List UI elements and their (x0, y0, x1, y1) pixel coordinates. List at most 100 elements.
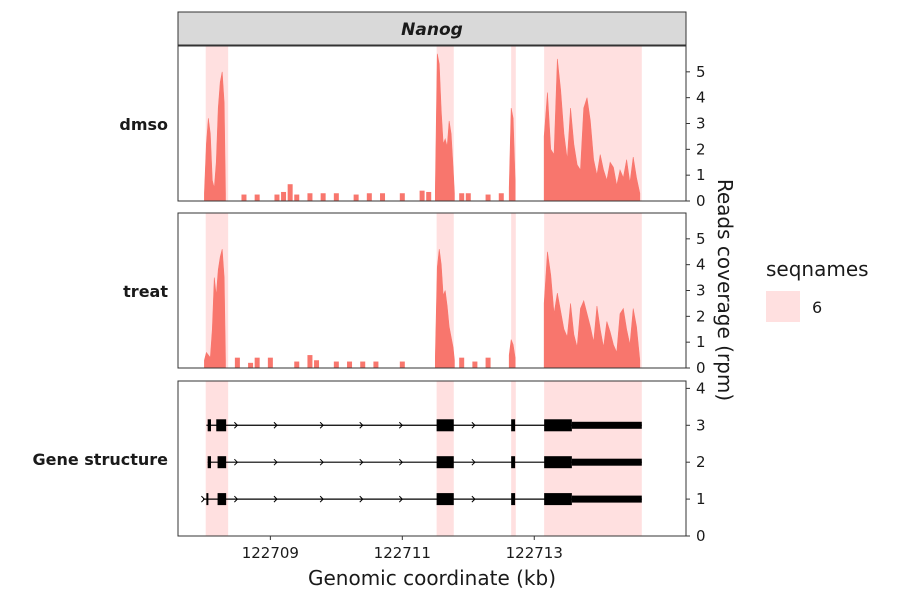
coverage-blip (307, 193, 313, 201)
y-tick-label: 1 (696, 490, 706, 508)
panel-border (177, 380, 687, 537)
coverage-blip (294, 194, 300, 201)
y-tick-label: 4 (696, 379, 706, 397)
strand-arrow (273, 495, 278, 503)
exon (217, 456, 227, 469)
coverage-blip (307, 355, 313, 368)
coverage-blip (314, 360, 320, 368)
exon (544, 493, 572, 506)
transcript (201, 493, 642, 506)
coverage-blip (347, 361, 353, 368)
utr (571, 495, 642, 503)
strand-arrow (319, 458, 324, 466)
legend-label: 6 (812, 298, 822, 317)
utr (571, 421, 642, 429)
exon (206, 493, 209, 506)
coverage-blip (399, 361, 405, 368)
transcript (206, 419, 642, 432)
coverage-blip (248, 362, 254, 368)
coverage-blip (373, 361, 379, 368)
y-tick-label: 4 (696, 89, 706, 107)
coverage-blip (366, 193, 372, 201)
y-tick-label: 0 (696, 527, 706, 545)
coverage-blip (241, 194, 247, 201)
y-tick-label: 3 (696, 282, 706, 300)
y-tick-label: 3 (696, 115, 706, 133)
exon (216, 419, 227, 432)
legend-key (766, 291, 800, 322)
coverage-blip (498, 193, 504, 201)
strand-arrow (359, 495, 364, 503)
strand-arrow (234, 421, 239, 429)
strand-arrow (319, 421, 324, 429)
coverage-peak (204, 249, 226, 369)
y-tick-label: 1 (696, 166, 706, 184)
exon (217, 493, 227, 506)
panel-label-dmso: dmso (119, 115, 168, 134)
strip-title: Nanog (401, 20, 463, 40)
strand-arrow (398, 495, 404, 503)
y-tick-label: 1 (696, 333, 706, 351)
legend-title: seqnames (766, 257, 869, 281)
coverage-peak (204, 71, 226, 202)
y-axis-title: Reads coverage (rpm) (713, 179, 737, 401)
coverage-peak (543, 58, 641, 202)
strand-arrow (471, 495, 476, 503)
exon (207, 456, 211, 469)
strand-arrow (359, 458, 364, 466)
strand-arrow (273, 421, 278, 429)
coverage-blip (333, 361, 339, 368)
coverage-blip (254, 357, 260, 368)
y-tick-label: 5 (696, 230, 706, 248)
exon (511, 419, 516, 432)
strand-arrow (359, 421, 364, 429)
y-tick-label: 2 (696, 140, 706, 158)
exon (436, 456, 454, 469)
coverage-peak (434, 53, 455, 202)
strand-arrow (273, 458, 278, 466)
panel-label-treat: treat (123, 282, 168, 301)
strand-arrow (398, 421, 404, 429)
coverage-blip (485, 194, 491, 201)
coverage-blip (234, 357, 240, 368)
panels: 0 1 2 3 4 5 0 1 2 3 4 5 0 1 2 3 4 122709 122711 122713 (177, 45, 706, 562)
x-tick-label: 122711 (374, 544, 431, 562)
coverage-blip (459, 357, 465, 368)
panel-treat: 0 1 2 3 4 5 (177, 212, 706, 377)
y-tick-label: 2 (696, 453, 706, 471)
strand-arrow (234, 458, 239, 466)
panel-dmso: 0 1 2 3 4 5 (177, 45, 706, 210)
x-tick-label: 122709 (242, 544, 299, 562)
transcript (207, 456, 642, 469)
utr (571, 458, 642, 466)
coverage-blip (459, 193, 465, 201)
coverage-blip (294, 361, 300, 368)
exon (436, 419, 454, 432)
coverage-blip (287, 184, 293, 201)
strand-arrow (471, 421, 476, 429)
highlight-region (511, 213, 516, 368)
y-tick-label: 2 (696, 307, 706, 325)
y-tick-label: 3 (696, 416, 706, 434)
coverage-peak (434, 249, 455, 369)
strand-arrow (471, 458, 476, 466)
x-tick-label: 122713 (506, 544, 563, 562)
coverage-blip (380, 193, 386, 201)
legend: seqnames 6 (766, 257, 869, 322)
coverage-blip (465, 193, 471, 201)
exon (511, 456, 516, 469)
strand-arrow (234, 495, 239, 503)
y-tick-label: 0 (696, 359, 706, 377)
y-tick-label: 0 (696, 192, 706, 210)
coverage-blip (254, 194, 260, 201)
exon (207, 419, 211, 432)
x-axis-title: Genomic coordinate (kb) (308, 566, 556, 590)
y-tick-label: 5 (696, 63, 706, 81)
coverage-blip (281, 191, 287, 201)
coverage-peak (543, 251, 641, 369)
coverage-blip (353, 194, 359, 201)
coverage-blip (485, 357, 491, 368)
coverage-blip (320, 193, 326, 201)
panel-label-gene-structure: Gene structure (32, 450, 168, 469)
